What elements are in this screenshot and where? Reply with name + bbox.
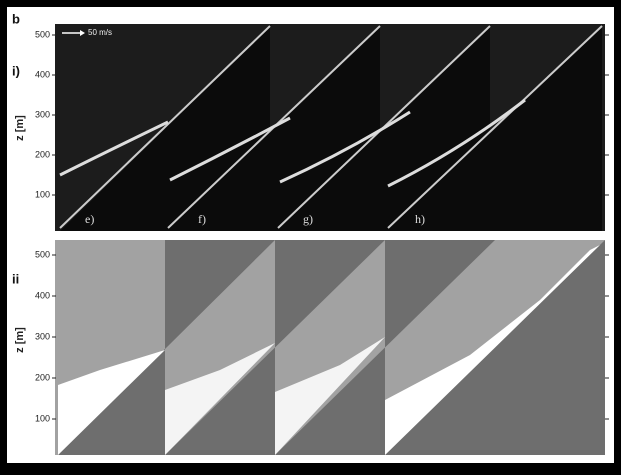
y-axis-label: z [m] bbox=[14, 115, 26, 141]
y-axis-label: z [m] bbox=[14, 327, 26, 353]
frame-label: g) bbox=[303, 212, 313, 226]
panel-label: i) bbox=[12, 63, 20, 78]
scale-label: 50 m/s bbox=[88, 28, 112, 37]
frame-label: h) bbox=[415, 212, 425, 226]
panel-ii-image bbox=[55, 240, 605, 455]
y-tick-label: 200 bbox=[35, 372, 50, 382]
y-tick-label: 100 bbox=[35, 189, 50, 199]
y-tick-label: 400 bbox=[35, 290, 50, 300]
y-tick-label: 100 bbox=[35, 413, 50, 423]
y-tick-label: 200 bbox=[35, 149, 50, 159]
frame-label: e) bbox=[85, 212, 94, 226]
panel-i-image bbox=[55, 24, 605, 231]
y-tick-label: 300 bbox=[35, 109, 50, 119]
y-tick-label: 400 bbox=[35, 69, 50, 79]
y-tick-label: 500 bbox=[35, 249, 50, 259]
figure-label: b bbox=[12, 11, 20, 26]
y-tick-label: 300 bbox=[35, 331, 50, 341]
y-tick-label: 500 bbox=[35, 29, 50, 39]
panel-label: ii bbox=[12, 271, 19, 286]
frame-label: f) bbox=[198, 212, 206, 226]
